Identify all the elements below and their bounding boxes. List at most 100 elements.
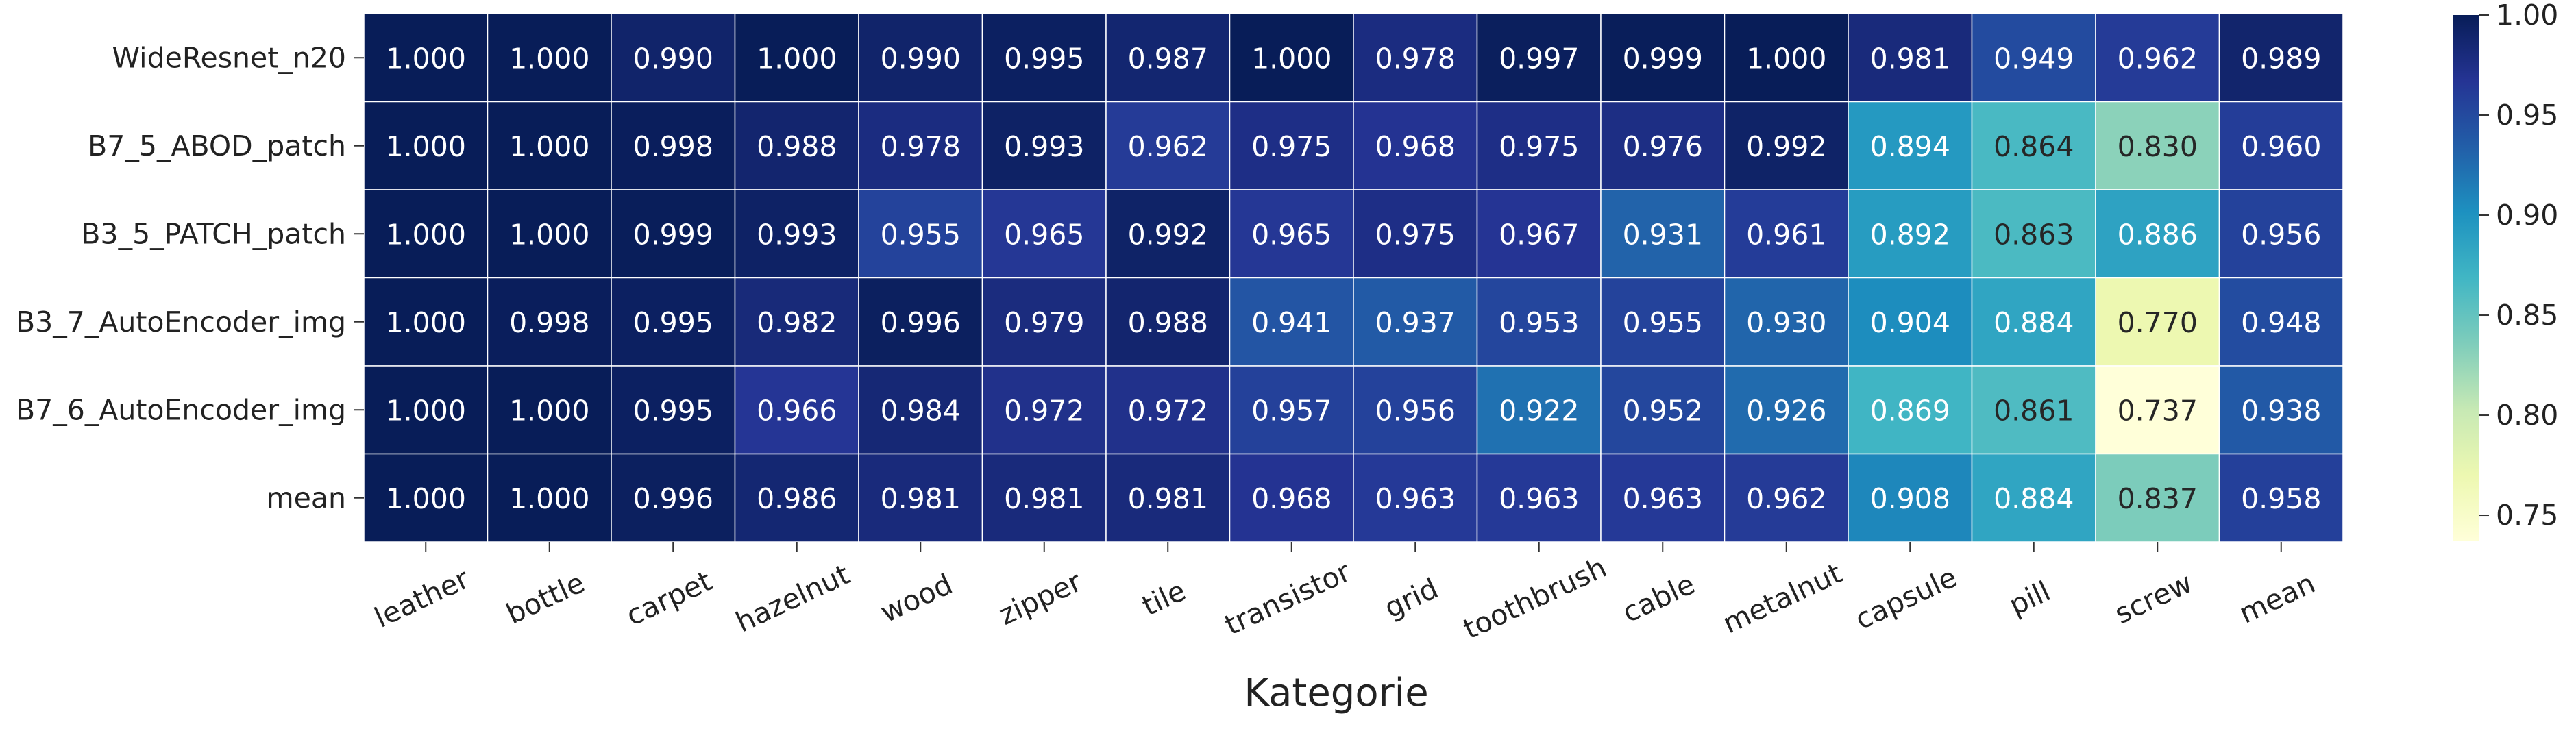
cell-value-label: 0.952 xyxy=(1623,394,1703,427)
heatmap-cell xyxy=(1848,365,1973,455)
cell-value-label: 0.988 xyxy=(1128,306,1208,339)
heatmap-cell xyxy=(363,101,489,190)
cell-value-label: 0.926 xyxy=(1746,394,1826,427)
heatmap-cell xyxy=(1848,101,1973,190)
heatmap-cell xyxy=(1476,13,1602,103)
heatmap-cell xyxy=(1353,453,1478,543)
cell-value-label: 0.861 xyxy=(1994,394,2074,427)
cell-value-label: 0.976 xyxy=(1623,130,1703,163)
heatmap-cell xyxy=(2218,189,2344,279)
cell-value-label: 0.975 xyxy=(1251,130,1332,163)
heatmap-cell xyxy=(734,189,859,279)
cell-value-label: 0.982 xyxy=(757,306,837,339)
cell-value-label: 0.737 xyxy=(2118,394,2198,427)
heatmap-cell xyxy=(1353,101,1478,190)
cell-value-label: 1.000 xyxy=(386,218,466,251)
cell-value-label: 0.904 xyxy=(1870,306,1950,339)
column-label: metalnut xyxy=(1717,556,1847,640)
cell-value-label: 1.000 xyxy=(509,130,589,163)
heatmap-cell xyxy=(1476,189,1602,279)
heatmap-cell xyxy=(734,365,859,455)
column-label: wood xyxy=(875,567,957,629)
cell-value-label: 0.963 xyxy=(1499,482,1579,515)
cell-value-label: 0.837 xyxy=(2118,482,2198,515)
heatmap-cell xyxy=(1353,277,1478,367)
heatmap-cell xyxy=(611,277,736,367)
cell-value-label: 0.892 xyxy=(1870,218,1950,251)
heatmap-cell xyxy=(2095,13,2220,103)
colorbar-tick-label: 0.80 xyxy=(2496,399,2558,432)
heatmap-cell xyxy=(1105,101,1231,190)
column-label: toothbrush xyxy=(1458,551,1612,645)
colorbar-tick-label: 0.90 xyxy=(2496,199,2558,232)
cell-value-label: 0.941 xyxy=(1251,306,1332,339)
cell-value-label: 0.938 xyxy=(2241,394,2321,427)
heatmap-cell xyxy=(1971,453,2096,543)
column-label: pill xyxy=(2004,575,2055,622)
cell-value-label: 0.967 xyxy=(1499,218,1579,251)
heatmap-cell xyxy=(1848,13,1973,103)
column-label: capsule xyxy=(1850,560,1962,636)
heatmap-cell xyxy=(981,101,1107,190)
heatmap-cell xyxy=(734,13,859,103)
heatmap-cell xyxy=(611,101,736,190)
heatmap-cell xyxy=(1848,277,1973,367)
cell-value-label: 0.968 xyxy=(1375,130,1456,163)
heatmap-cell xyxy=(1105,189,1231,279)
cell-value-label: 0.963 xyxy=(1623,482,1703,515)
heatmap-cell xyxy=(981,453,1107,543)
cell-value-label: 0.770 xyxy=(2118,306,2198,339)
cell-value-label: 0.949 xyxy=(1994,42,2074,75)
cell-value-label: 1.000 xyxy=(386,130,466,163)
cell-value-label: 0.972 xyxy=(1004,394,1084,427)
colorbar-tick-label: 0.75 xyxy=(2496,499,2558,532)
colorbar-tick-label: 0.85 xyxy=(2496,299,2558,332)
heatmap-cell xyxy=(1971,365,2096,455)
heatmap-cell xyxy=(858,189,983,279)
cell-value-label: 0.998 xyxy=(633,130,713,163)
column-label: zipper xyxy=(994,565,1087,632)
heatmap-cell xyxy=(1353,365,1478,455)
cell-value-label: 0.962 xyxy=(1746,482,1826,515)
heatmap-cell xyxy=(2218,13,2344,103)
cell-value-label: 0.981 xyxy=(1870,42,1950,75)
row-labels: WideResnet_n20 B7_5_ABOD_patch B3_5_PATCH_… xyxy=(16,41,364,515)
row-label: B3_5_PATCH_patch xyxy=(81,217,346,250)
heatmap-cell xyxy=(1105,453,1231,543)
colorbar-tick-label: 1.00 xyxy=(2496,0,2558,32)
cell-value-label: 0.960 xyxy=(2241,130,2321,163)
row-label: B7_5_ABOD_patch xyxy=(88,129,346,162)
cell-value-label: 0.993 xyxy=(1004,130,1084,163)
cell-value-label: 0.995 xyxy=(1004,42,1084,75)
heatmap-cell xyxy=(1476,365,1602,455)
heatmap-cell xyxy=(611,13,736,103)
heatmap-cell xyxy=(858,101,983,190)
heatmap-cell xyxy=(2218,277,2344,367)
cell-value-label: 0.863 xyxy=(1994,218,2074,251)
cell-value-label: 0.948 xyxy=(2241,306,2321,339)
heatmap-cell xyxy=(981,13,1107,103)
cell-value-label: 0.961 xyxy=(1746,218,1826,251)
heatmap-cell xyxy=(487,277,612,367)
x-axis-label: Kategorie xyxy=(1244,671,1428,715)
heatmap-cell xyxy=(981,365,1107,455)
cell-value-label: 0.937 xyxy=(1375,306,1456,339)
heatmap-cell xyxy=(2218,453,2344,543)
heatmap-cell xyxy=(1724,101,1849,190)
heatmap-cell xyxy=(1229,189,1354,279)
heatmap-cell xyxy=(2218,365,2344,455)
cell-value-label: 0.981 xyxy=(1004,482,1084,515)
heatmap-cell xyxy=(2095,101,2220,190)
cell-value-label: 0.997 xyxy=(1499,42,1579,75)
cell-value-label: 1.000 xyxy=(386,42,466,75)
heatmap-cell xyxy=(1229,277,1354,367)
heatmap-cell xyxy=(1229,365,1354,455)
heatmap-cell xyxy=(734,101,859,190)
cell-value-label: 0.966 xyxy=(757,394,837,427)
cell-value-label: 0.979 xyxy=(1004,306,1084,339)
heatmap-cell xyxy=(1600,453,1726,543)
heatmap-cell xyxy=(1971,13,2096,103)
heatmap-cell xyxy=(1848,189,1973,279)
heatmap-cell xyxy=(1600,277,1726,367)
cell-value-label: 0.972 xyxy=(1128,394,1208,427)
